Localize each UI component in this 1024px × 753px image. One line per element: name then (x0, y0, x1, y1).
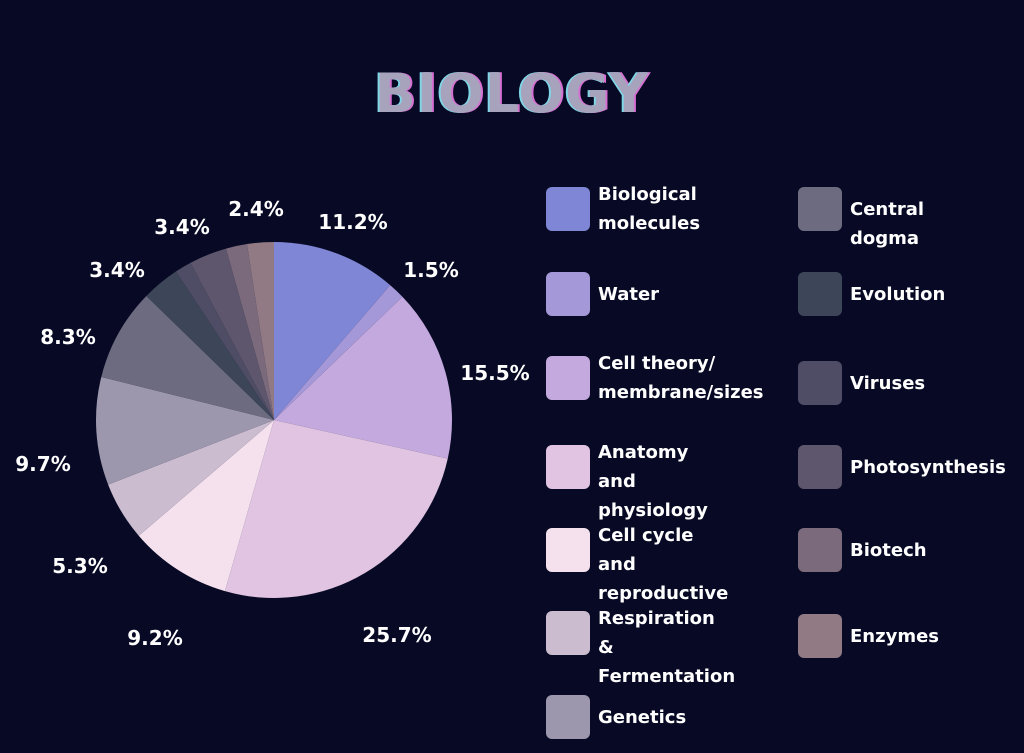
pie-slice (108, 420, 274, 536)
pie-value-labels: 11.2% 1.5% 15.5% 25.7% 9.2% 5.3% 9.7% 8.3% 3.4% 3… (15, 197, 529, 650)
slice-value-label: 8.3% (40, 325, 95, 349)
pie-slice (175, 262, 274, 420)
pie-slice (274, 296, 452, 459)
legend-label: Anatomy and physiology (598, 442, 708, 521)
legend-swatch (546, 272, 590, 316)
slice-value-label: 9.7% (15, 452, 70, 476)
slice-value-label: 3.4% (154, 215, 209, 239)
legend-swatch (798, 187, 842, 231)
slice-value-label: 25.7% (362, 623, 431, 647)
pie-slice (226, 244, 274, 420)
legend-label: Genetics (598, 706, 687, 728)
legend-label: Enzymes (850, 625, 939, 647)
legend-label: Water (598, 283, 660, 305)
pie-slice (274, 285, 403, 420)
legend-swatch (546, 528, 590, 572)
pie-slice (96, 376, 275, 485)
legend-label: Respiration & Fermentation (598, 608, 736, 687)
pie-slices (96, 242, 452, 598)
chart-title: BIOLOGY (374, 62, 650, 125)
legend-label: Biological molecules (598, 184, 701, 234)
pie-slice (146, 271, 274, 420)
slice-value-label: 2.4% (228, 197, 283, 221)
legend-swatch (546, 695, 590, 739)
legend-label: Cell theory/ membrane/sizes (598, 353, 764, 403)
legend-swatch (546, 445, 590, 489)
legend-label: Biotech (850, 539, 927, 561)
legend-swatch (798, 445, 842, 489)
legend-swatch (798, 272, 842, 316)
legend-label: Cell cycle and reproductive (598, 525, 729, 604)
legend-swatch (798, 361, 842, 405)
legend-swatch (798, 614, 842, 658)
pie-slice (224, 420, 448, 598)
legend-swatch (546, 187, 590, 231)
pie-slice (101, 295, 274, 420)
legend-label: Evolution (850, 283, 946, 305)
pie-slice (190, 248, 274, 420)
pie-slice (246, 242, 274, 420)
legend-swatch (546, 356, 590, 400)
slice-value-label: 3.4% (89, 258, 144, 282)
slice-value-label: 9.2% (127, 626, 182, 650)
pie-slice (274, 242, 391, 420)
legend-label: Viruses (850, 372, 926, 394)
slice-value-label: 15.5% (460, 361, 529, 385)
pie-slice (138, 420, 274, 592)
legend-label: Photosynthesis (850, 456, 1006, 478)
slice-value-label: 1.5% (403, 258, 458, 282)
slice-value-label: 5.3% (52, 554, 107, 578)
legend-label: Central dogma (850, 198, 925, 249)
slice-value-label: 11.2% (318, 210, 387, 234)
legend-swatch (798, 528, 842, 572)
legend-swatch (546, 611, 590, 655)
